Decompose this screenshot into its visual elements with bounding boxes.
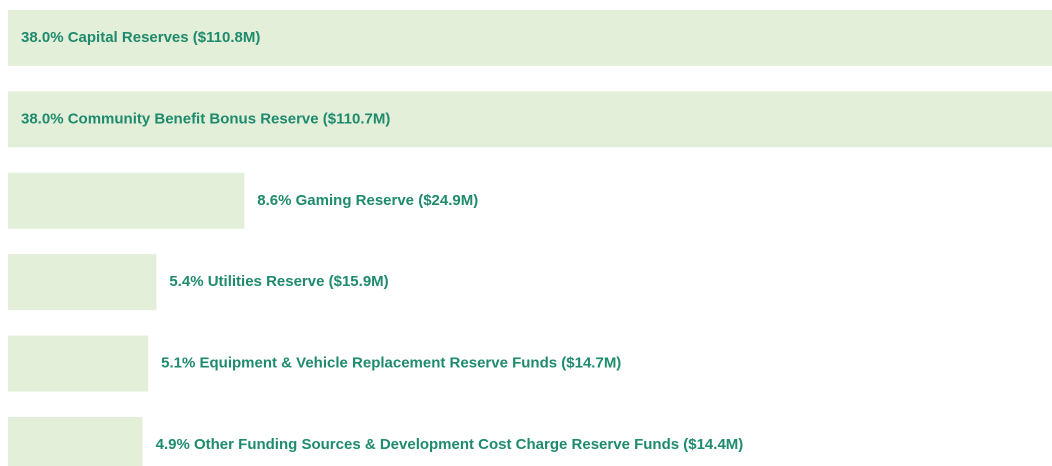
value-label: 8.6% [257, 192, 291, 209]
value-label: 4.9% [156, 436, 190, 453]
bar-label: 5.1% Equipment & Vehicle Replacement Res… [161, 355, 621, 372]
bar [8, 335, 149, 392]
category-label: Utilities Reserve [208, 273, 325, 290]
amount-label: ($110.8M) [193, 29, 261, 46]
category-label: Capital Reserves [68, 29, 189, 46]
bar [8, 417, 143, 466]
amount-label: ($14.7M) [561, 355, 621, 372]
value-label: 5.1% [161, 355, 195, 372]
bar [8, 172, 245, 229]
amount-label: ($14.4M) [683, 436, 743, 453]
category-label: Community Benefit Bonus Reserve [68, 110, 319, 127]
category-label: Other Funding Sources & Development Cost… [194, 436, 679, 453]
bar-label: 5.4% Utilities Reserve ($15.9M) [169, 273, 388, 290]
value-label: 5.4% [169, 273, 203, 290]
bar [8, 91, 1052, 148]
amount-label: ($110.7M) [323, 110, 391, 127]
bar-label: 38.0% Community Benefit Bonus Reserve ($… [21, 110, 390, 127]
bar [8, 10, 1052, 66]
bar-label: 8.6% Gaming Reserve ($24.9M) [257, 192, 478, 209]
value-label: 38.0% [21, 29, 64, 46]
amount-label: ($24.9M) [418, 192, 478, 209]
category-label: Equipment & Vehicle Replacement Reserve … [199, 355, 557, 372]
category-label: Gaming Reserve [296, 192, 414, 209]
bar-label: 38.0% Capital Reserves ($110.8M) [21, 29, 260, 46]
amount-label: ($15.9M) [329, 273, 389, 290]
bar [8, 254, 157, 311]
bar-label: 4.9% Other Funding Sources & Development… [156, 436, 744, 453]
value-label: 38.0% [21, 110, 64, 127]
